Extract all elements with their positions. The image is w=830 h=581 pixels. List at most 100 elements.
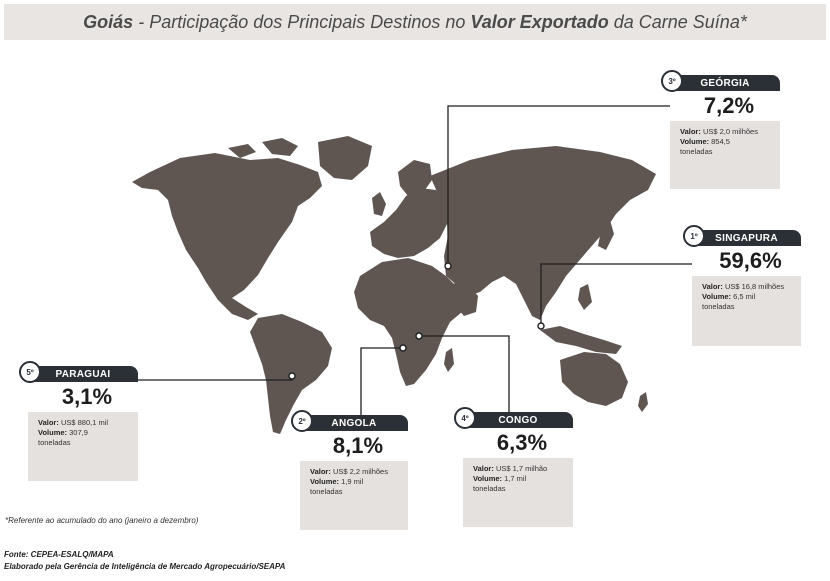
north-america-shape: [132, 153, 322, 320]
share-value: 8,1%: [308, 431, 408, 461]
volume-label: Volume:: [473, 474, 503, 483]
indonesia-shape: [540, 326, 622, 354]
share-value: 6,3%: [471, 428, 573, 458]
valor-label: Valor:: [702, 282, 723, 291]
british-isles-shape: [372, 192, 386, 216]
congo-marker: [415, 332, 423, 340]
card-congo: CONGO 4º 6,3% Valor: US$ 1,7 milhão Volu…: [454, 407, 573, 527]
valor-line: Valor: US$ 880,1 mil: [38, 418, 130, 428]
volume-label: Volume:: [310, 477, 340, 486]
scandinavia-shape: [398, 160, 432, 196]
volume-line: Volume: 854,5: [680, 137, 772, 147]
valor-line: Valor: US$ 16,8 milhões: [702, 282, 793, 292]
card-paraguay: PARAGUAI 5º 3,1% Valor: US$ 880,1 mil Vo…: [19, 361, 138, 481]
card-angola: ANGOLA 2º 8,1% Valor: US$ 2,2 milhões Vo…: [291, 410, 408, 530]
volume-value: 1,7 mil: [504, 474, 527, 483]
valor-line: Valor: US$ 1,7 milhão: [473, 464, 565, 474]
georgia-marker: [444, 262, 452, 270]
volume-value: 1,9 mil: [341, 477, 364, 486]
share-value: 3,1%: [36, 382, 138, 412]
card-header: PARAGUAI: [28, 366, 138, 382]
title-part1: Participação dos Principais Destinos no: [149, 11, 471, 32]
paraguay-marker: [288, 372, 296, 380]
volume-value: 307,9: [69, 428, 88, 437]
volume-label: Volume:: [702, 292, 732, 301]
country-name: GEÓRGIA: [700, 77, 750, 89]
country-name: CONGO: [498, 414, 538, 426]
volume-unit: toneladas: [473, 484, 506, 493]
volume-unit: toneladas: [310, 487, 343, 496]
card-singapore: SINGAPURA 1º 59,6% Valor: US$ 16,8 milhõ…: [683, 225, 801, 346]
valor-label: Valor:: [38, 418, 59, 427]
rank-badge: 4º: [454, 407, 476, 429]
australia-shape: [560, 352, 628, 406]
card-details: Valor: US$ 2,0 milhões Volume: 854,5 ton…: [670, 121, 780, 189]
volume-line: Volume: 6,5 mil: [702, 292, 793, 302]
rank-badge: 1º: [683, 225, 705, 247]
source-line: Fonte: CEPEA-ESALQ/MAPA: [4, 550, 114, 559]
volume-line: Volume: 1,7 mil: [473, 474, 565, 484]
country-name: PARAGUAI: [55, 368, 111, 380]
source-note: Fonte: CEPEA-ESALQ/MAPA Elaborado pela G…: [4, 549, 285, 573]
valor-label: Valor:: [680, 127, 701, 136]
rank-badge: 3º: [661, 70, 683, 92]
card-header: SINGAPURA: [692, 230, 801, 246]
country-name: SINGAPURA: [715, 232, 778, 244]
greenland-shape: [318, 136, 372, 180]
volume-value: 6,5 mil: [733, 292, 756, 301]
valor-value: US$ 2,2 milhões: [332, 467, 388, 476]
new-zealand-shape: [638, 392, 648, 412]
volume-line: Volume: 307,9: [38, 428, 130, 438]
card-details: Valor: US$ 880,1 mil Volume: 307,9 tonel…: [28, 412, 138, 481]
card-details: Valor: US$ 2,2 milhões Volume: 1,9 mil t…: [300, 461, 408, 530]
angola-marker: [399, 344, 407, 352]
card-details: Valor: US$ 16,8 milhões Volume: 6,5 mil …: [692, 276, 801, 346]
leader-line-singapore: [540, 263, 692, 326]
valor-value: US$ 16,8 milhões: [724, 282, 785, 291]
volume-line: Volume: 1,9 mil: [310, 477, 400, 487]
title-part2: da Carne Suína*: [608, 11, 747, 32]
share-value: 59,6%: [700, 246, 801, 276]
arabia-shape: [450, 282, 478, 316]
share-value: 7,2%: [678, 91, 780, 121]
title-state: Goiás: [83, 11, 134, 32]
valor-value: US$ 1,7 milhão: [495, 464, 548, 473]
leader-line-congo: [419, 335, 510, 430]
valor-value: US$ 880,1 mil: [60, 418, 109, 427]
title-dash: -: [133, 11, 150, 32]
footnote: *Referente ao acumulado do ano (janeiro …: [5, 516, 199, 525]
europe-shape: [370, 188, 448, 258]
valor-line: Valor: US$ 2,0 milhões: [680, 127, 772, 137]
volume-value: 854,5: [711, 137, 730, 146]
volume-unit: toneladas: [38, 438, 71, 447]
singapore-marker: [537, 322, 545, 330]
asia-shape: [430, 146, 656, 320]
arctic-islands-shape-2: [228, 144, 256, 158]
arctic-islands-shape: [262, 138, 298, 156]
volume-unit: toneladas: [702, 302, 735, 311]
volume-unit: toneladas: [680, 147, 713, 156]
country-name: ANGOLA: [331, 417, 377, 429]
card-header: GEÓRGIA: [670, 75, 780, 91]
japan-shape: [598, 220, 614, 250]
valor-label: Valor:: [473, 464, 494, 473]
valor-label: Valor:: [310, 467, 331, 476]
card-header: ANGOLA: [300, 415, 408, 431]
philippines-shape: [578, 284, 592, 310]
rank-badge: 2º: [291, 410, 313, 432]
leader-line-angola: [360, 347, 403, 437]
madagascar-shape: [444, 348, 454, 372]
rank-badge: 5º: [19, 361, 41, 383]
africa-shape: [354, 258, 468, 386]
volume-label: Volume:: [680, 137, 710, 146]
chart-title: Goiás - Participação dos Principais Dest…: [4, 4, 826, 40]
credit-line: Elaborado pela Gerência de Inteligência …: [4, 562, 286, 571]
card-georgia: GEÓRGIA 3º 7,2% Valor: US$ 2,0 milhões V…: [661, 70, 780, 189]
volume-label: Volume:: [38, 428, 68, 437]
title-bold: Valor Exportado: [470, 11, 609, 32]
valor-value: US$ 2,0 milhões: [702, 127, 758, 136]
card-header: CONGO: [463, 412, 573, 428]
card-details: Valor: US$ 1,7 milhão Volume: 1,7 mil to…: [463, 458, 573, 527]
valor-line: Valor: US$ 2,2 milhões: [310, 467, 400, 477]
